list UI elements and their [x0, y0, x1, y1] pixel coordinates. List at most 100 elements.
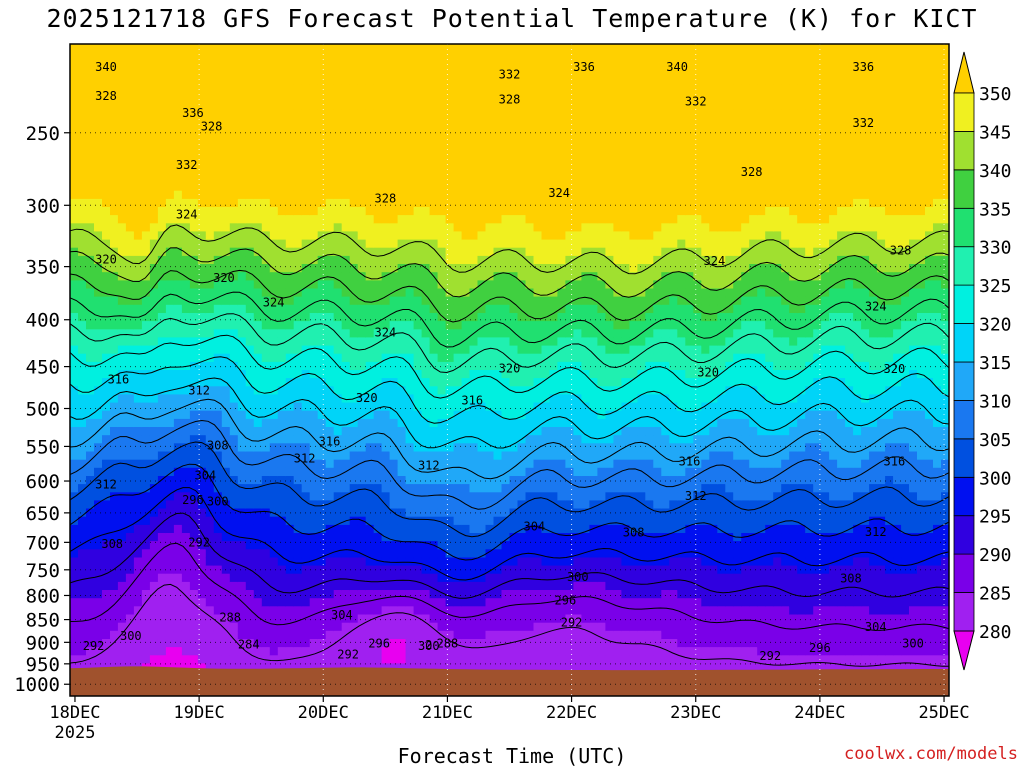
theta-cell	[437, 76, 447, 86]
theta-cell	[261, 484, 271, 493]
theta-cell	[197, 345, 207, 355]
theta-cell	[453, 353, 463, 363]
theta-cell	[141, 647, 151, 656]
theta-cell	[541, 370, 551, 379]
theta-cell	[125, 606, 135, 615]
theta-cell	[533, 223, 543, 232]
theta-cell	[86, 304, 95, 314]
theta-cell	[205, 663, 215, 673]
theta-cell	[277, 647, 287, 656]
theta-cell	[461, 125, 471, 135]
theta-cell	[565, 182, 574, 192]
theta-cell	[389, 459, 399, 469]
theta-cell	[277, 198, 287, 208]
theta-cell	[493, 313, 503, 322]
theta-cell	[157, 516, 167, 526]
theta-cell	[301, 459, 311, 469]
theta-cell	[102, 288, 111, 298]
theta-cell	[525, 255, 535, 265]
theta-cell	[117, 44, 127, 53]
theta-cell	[277, 44, 287, 53]
theta-cell	[213, 663, 223, 673]
theta-cell	[173, 44, 183, 53]
theta-cell	[461, 215, 471, 224]
theta-cell	[269, 590, 279, 599]
theta-cell	[445, 84, 455, 94]
theta-cell	[133, 427, 143, 436]
theta-cell	[277, 459, 287, 469]
theta-cell	[461, 663, 471, 673]
theta-cell	[173, 296, 183, 306]
theta-cell	[78, 557, 87, 567]
theta-cell	[285, 459, 295, 469]
theta-cell	[102, 476, 111, 485]
theta-cell	[149, 337, 159, 347]
theta-cell	[397, 394, 407, 404]
theta-cell	[485, 182, 495, 192]
theta-cell	[533, 182, 543, 192]
theta-cell	[469, 304, 479, 314]
theta-cell	[325, 272, 335, 281]
theta-cell	[229, 508, 239, 518]
theta-cell	[397, 459, 407, 469]
theta-cell	[189, 92, 199, 102]
theta-cell	[461, 418, 471, 428]
theta-cell	[157, 418, 167, 428]
theta-cell	[381, 630, 391, 640]
theta-cell	[189, 296, 199, 306]
theta-cell	[253, 370, 263, 379]
theta-cell	[253, 133, 263, 143]
theta-cell	[533, 158, 543, 167]
theta-cell	[477, 223, 487, 232]
theta-cell	[373, 647, 383, 656]
theta-cell	[221, 361, 231, 371]
theta-cell	[205, 606, 215, 615]
theta-cell	[461, 239, 471, 249]
theta-cell	[229, 60, 239, 69]
theta-cell	[373, 508, 383, 518]
theta-cell	[133, 435, 143, 444]
theta-cell	[405, 484, 415, 493]
theta-cell	[365, 288, 375, 298]
theta-cell	[373, 304, 383, 314]
theta-cell	[429, 663, 439, 673]
theta-cell	[70, 581, 79, 591]
theta-cell	[157, 459, 167, 469]
theta-cell	[469, 443, 479, 453]
theta-cell	[365, 239, 375, 249]
theta-cell	[110, 117, 119, 127]
theta-cell	[173, 451, 183, 461]
theta-cell	[357, 614, 367, 624]
theta-cell	[221, 606, 231, 615]
theta-cell	[94, 215, 103, 224]
theta-cell	[397, 386, 407, 395]
theta-cell	[261, 402, 271, 412]
theta-cell	[110, 76, 119, 86]
theta-cell	[373, 239, 383, 249]
theta-cell	[549, 76, 559, 86]
theta-cell	[70, 606, 79, 615]
theta-cell	[493, 573, 503, 583]
theta-cell	[317, 467, 327, 477]
theta-cell	[549, 109, 559, 118]
theta-cell	[333, 223, 343, 232]
theta-cell	[157, 52, 167, 61]
theta-cell	[509, 109, 519, 118]
theta-cell	[317, 272, 327, 281]
theta-cell	[149, 541, 159, 550]
theta-cell	[117, 296, 127, 306]
theta-cell	[229, 68, 239, 78]
theta-cell	[269, 598, 279, 607]
theta-cell	[389, 418, 399, 428]
theta-cell	[533, 304, 543, 314]
theta-cell	[413, 590, 423, 599]
theta-cell	[509, 378, 519, 387]
theta-cell	[485, 508, 495, 518]
theta-cell	[253, 663, 263, 673]
theta-cell	[94, 492, 103, 501]
theta-cell	[149, 190, 159, 200]
theta-cell	[357, 459, 367, 469]
theta-cell	[477, 378, 487, 387]
theta-cell	[557, 647, 566, 656]
theta-cell	[301, 109, 311, 118]
